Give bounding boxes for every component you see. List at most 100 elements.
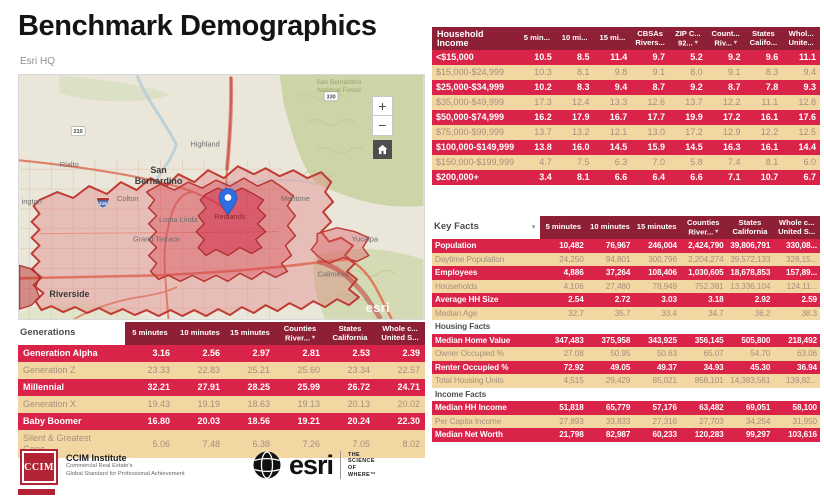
cell: 22.57 (375, 362, 425, 380)
map-label: Rialto (60, 160, 79, 169)
cell: 31,950 (773, 414, 820, 429)
column-header: 5 min... (518, 27, 556, 51)
ccim-tagline-2: Global Standard for Professional Achieve… (66, 470, 185, 477)
cell: 7.8 (744, 80, 783, 96)
cell: 15.9 (631, 140, 669, 156)
map-label: San Bernardino (317, 79, 362, 86)
cell: 82,987 (586, 428, 634, 442)
cell: 27,316 (633, 414, 680, 429)
column-header[interactable]: Counties River... ▾ (275, 322, 325, 346)
cell: 9.4 (593, 80, 632, 96)
cell: 50.95 (586, 347, 634, 361)
map-label: Yucaipa (352, 235, 379, 244)
cell: 752,381 (679, 279, 727, 294)
cell: 72.92 (540, 360, 587, 375)
cell: 9.8 (593, 65, 632, 81)
cell: 94,801 (586, 252, 634, 267)
cell: 120,283 (679, 428, 727, 442)
cell: 18.56 (225, 413, 275, 431)
cell: 347,483 (540, 333, 587, 348)
row-label: <$15,000 (432, 50, 518, 66)
row-label: Total Housing Units (432, 374, 540, 388)
generations-table: Generations 5 minutes 10 minutes 15 minutes… (18, 322, 425, 459)
column-header[interactable]: ZIP C... 92... ▾ (669, 27, 707, 51)
cell: 12.2 (706, 95, 745, 111)
zoom-in-button[interactable]: + (372, 96, 393, 116)
column-header: Whole c... United S... (375, 322, 425, 346)
cell: 8.1 (555, 170, 594, 186)
table-title[interactable]: Key Facts ▾ (432, 216, 540, 240)
zip-fragment-yucaipa (310, 227, 370, 265)
cell: 6.0 (782, 155, 820, 171)
cell: 9.4 (782, 65, 820, 81)
ccim-acronym: CCIM (24, 461, 54, 473)
cell: 54.70 (726, 347, 774, 361)
cell: 38.3 (773, 306, 820, 321)
cell: 14,383,561 (726, 374, 774, 388)
table-row: $35,000-$49,999 17.3 12.4 13.3 12.6 13.7 12.2 1… (432, 95, 820, 111)
cell: 10.7 (744, 170, 783, 186)
cell: 4,106 (540, 279, 587, 294)
row-label: Median Net Worth (432, 428, 540, 442)
cell: 343,925 (633, 333, 680, 348)
cell: 7.48 (175, 430, 225, 459)
row-label: $35,000-$49,999 (432, 95, 518, 111)
cell: 18,678,853 (726, 266, 774, 280)
row-label: Median Home Value (432, 333, 540, 348)
cell: 27.91 (175, 379, 225, 397)
table-row: $150,000-$199,999 4.7 7.5 6.3 7.0 5.8 7.4 8.1 6.… (432, 155, 820, 171)
cell: 8.7 (631, 80, 669, 96)
cell: 8.7 (706, 80, 745, 96)
cell: 12.9 (706, 125, 745, 141)
row-label: Generation Alpha (18, 345, 125, 363)
cell: 2.92 (726, 293, 774, 307)
column-header[interactable]: Count... Riv... ▾ (706, 27, 745, 51)
row-label: $200,000+ (432, 170, 518, 186)
cell: 16.3 (706, 140, 745, 156)
cell: 6.3 (593, 155, 632, 171)
column-header: Whole c... United S... (773, 216, 820, 240)
home-extent-button[interactable] (373, 140, 392, 159)
cell: 103,616 (773, 428, 820, 442)
map[interactable]: 210 330 215 San Bernardino Highland Rialto ing… (18, 74, 425, 320)
cell: 2,204,274 (679, 252, 727, 267)
cell: 13.0 (631, 125, 669, 141)
row-label: Median HH Income (432, 401, 540, 415)
table-row: Generation Alpha 3.16 2.56 2.97 2.81 2.53 2.39 (18, 345, 425, 363)
cell: 14.5 (593, 140, 632, 156)
cell: 50.63 (633, 347, 680, 361)
table-title: Household Income (432, 27, 518, 51)
cell: 25.21 (225, 362, 275, 380)
row-label: $150,000-$199,999 (432, 155, 518, 171)
cell: 13.2 (555, 125, 594, 141)
esri-logo: esri THE SCIENCE OF WHERE™ (252, 450, 376, 480)
cell: 12.2 (744, 125, 783, 141)
table-row: Renter Occupied % 72.92 49.05 49.37 34.93 45.… (432, 360, 820, 375)
row-label: Baby Boomer (18, 413, 125, 431)
cell: 858,101 (679, 374, 727, 388)
cell: 23.33 (125, 362, 175, 380)
drive-time-5min (195, 187, 267, 257)
cell: 23.34 (325, 362, 375, 380)
row-label: $15,000-$24,999 (432, 65, 518, 81)
cell: 11.1 (744, 95, 783, 111)
cell: 1,030,605 (679, 266, 727, 280)
cell: 9.2 (669, 80, 707, 96)
cell: 375,958 (586, 333, 634, 348)
cell: 58,100 (773, 401, 820, 415)
cell: 19.19 (175, 396, 225, 414)
corridor-southeast (316, 259, 383, 319)
cell: 14.5 (669, 140, 707, 156)
cell: 300,796 (633, 252, 680, 267)
table-row: Households 4,106 27,480 78,949 752,381 13,336… (432, 279, 820, 294)
cell: 60,233 (633, 428, 680, 442)
map-pin[interactable] (218, 188, 238, 216)
cell: 65.07 (679, 347, 727, 361)
cell: 4,515 (540, 374, 587, 388)
cell: 19.43 (125, 396, 175, 414)
section-header: Income Facts (432, 387, 820, 402)
zoom-out-button[interactable]: − (372, 116, 393, 136)
column-header[interactable]: Counties River... ▾ (679, 216, 727, 240)
cell: 17.9 (555, 110, 594, 126)
